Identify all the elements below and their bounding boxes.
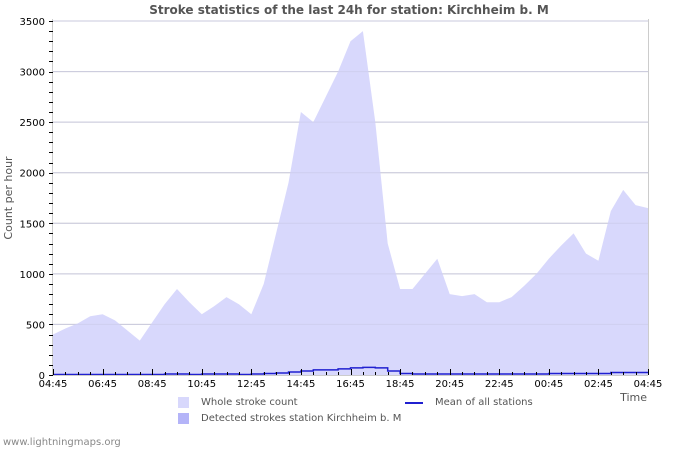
footer-site-link[interactable]: www.lightningmaps.org [3, 437, 121, 448]
y-axis-label: Count per hour [2, 156, 15, 240]
y-tick-label: 2000 [20, 169, 45, 180]
x-tick-label: 18:45 [386, 379, 415, 390]
legend-item-whole: Whole stroke count [178, 397, 298, 408]
x-axis-label: Time [619, 391, 647, 404]
x-tick-label: 04:45 [634, 379, 663, 390]
area-series [53, 31, 648, 375]
x-tick-label: 00:45 [534, 379, 563, 390]
x-tick-label: 22:45 [485, 379, 514, 390]
legend-item-detected: Detected strokes station Kirchheim b. M [178, 413, 401, 424]
legend-swatch-mean [405, 401, 423, 404]
x-tick-label: 06:45 [88, 379, 117, 390]
legend-label-detected: Detected strokes station Kirchheim b. M [201, 413, 402, 424]
x-tick-label: 20:45 [435, 379, 464, 390]
x-tick-label: 08:45 [138, 379, 167, 390]
y-tick-label: 2500 [20, 118, 45, 129]
legend-swatch-detected [178, 413, 189, 424]
x-tick-label: 14:45 [287, 379, 316, 390]
y-tick-label: 1500 [20, 219, 45, 230]
y-tick-label: 3500 [20, 17, 45, 28]
legend-label-whole: Whole stroke count [201, 397, 298, 408]
legend-item-mean: Mean of all stations [405, 397, 533, 408]
legend-swatch-whole [178, 397, 189, 408]
x-tick-label: 04:45 [39, 379, 68, 390]
x-tick-label: 12:45 [237, 379, 266, 390]
chart-title: Stroke statistics of the last 24h for st… [149, 3, 549, 17]
axes: 0 500 1000 1500 2000 2500 3000 3500 04:45 06:45 08… [20, 17, 663, 390]
y-tick-label: 1000 [20, 270, 45, 281]
y-tick-label: 0 [39, 371, 45, 382]
x-tick-label: 02:45 [584, 379, 613, 390]
plot-areas [53, 20, 648, 376]
legend-label-mean: Mean of all stations [435, 397, 533, 408]
y-tick-label: 3000 [20, 68, 45, 79]
y-tick-label: 500 [26, 320, 45, 331]
mean-line [53, 366, 648, 376]
x-tick-label: 10:45 [187, 379, 216, 390]
x-tick-label: 16:45 [336, 379, 365, 390]
